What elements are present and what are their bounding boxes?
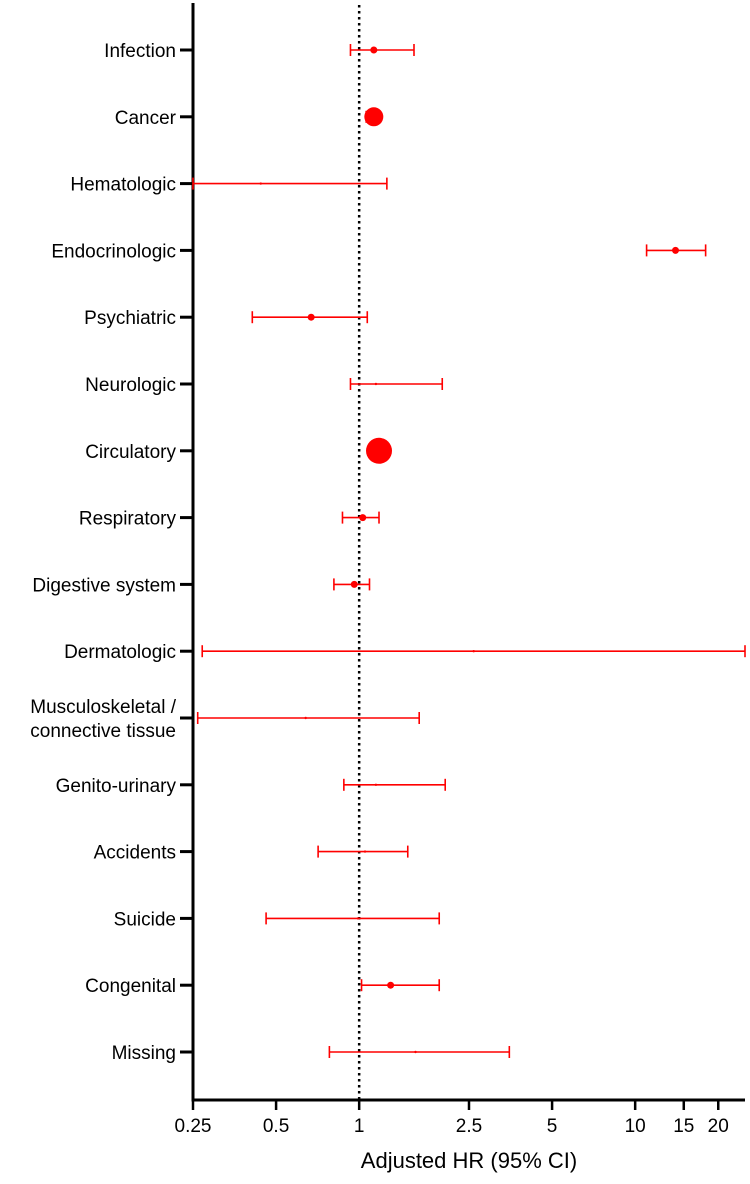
category-label: Hematologic (70, 175, 176, 196)
category-label: Suicide (114, 909, 176, 930)
hr-point (387, 981, 395, 989)
category-label: connective tissue (30, 721, 176, 742)
hr-point (370, 46, 378, 54)
category-label: Circulatory (85, 442, 176, 463)
category-label: Endocrinologic (51, 241, 176, 262)
x-tick-label: 2.5 (456, 1116, 482, 1137)
category-label: Missing (112, 1043, 176, 1064)
hr-point (671, 246, 679, 254)
hr-point (350, 580, 358, 588)
category-label: Cancer (115, 108, 177, 129)
category-label: Digestive system (32, 575, 176, 596)
category-label-layer: Infection Cancer Hematologic Endocrinologic… (30, 41, 176, 1064)
category-label: Neurologic (85, 375, 176, 396)
hr-point (374, 783, 378, 786)
category-label: Musculoskeletal / (30, 697, 176, 718)
hr-point (307, 313, 315, 321)
category-label: Accidents (94, 843, 176, 864)
x-tick-label: 15 (673, 1116, 694, 1137)
hr-point (359, 514, 367, 522)
x-tick-label: 0.25 (175, 1116, 212, 1137)
data-mark-layer (192, 44, 746, 1058)
x-tick-label: 1 (354, 1116, 365, 1137)
category-label: Genito-urinary (56, 776, 177, 797)
hr-point (414, 1050, 417, 1054)
x-tick-label: 5 (547, 1116, 558, 1137)
hr-point (472, 650, 475, 653)
hr-point (366, 437, 393, 464)
hr-point (304, 716, 307, 720)
x-axis-title: Adjusted HR (95% CI) (361, 1148, 577, 1173)
hr-point (374, 382, 378, 386)
hr-point (259, 182, 262, 185)
x-tick-label: 20 (708, 1116, 729, 1137)
hr-point (356, 917, 360, 920)
category-label: Psychiatric (84, 308, 176, 329)
hr-point (363, 850, 367, 853)
category-label: Dermatologic (64, 642, 176, 663)
axis-layer: 0.25 0.5 1 2.5 5 10 15 20 (175, 3, 745, 1137)
x-tick-label: 10 (625, 1116, 646, 1137)
category-label: Respiratory (79, 509, 177, 530)
hr-point (364, 107, 384, 127)
category-label: Infection (104, 41, 176, 62)
x-tick-label: 0.5 (263, 1116, 289, 1137)
category-label: Congenital (85, 976, 176, 997)
